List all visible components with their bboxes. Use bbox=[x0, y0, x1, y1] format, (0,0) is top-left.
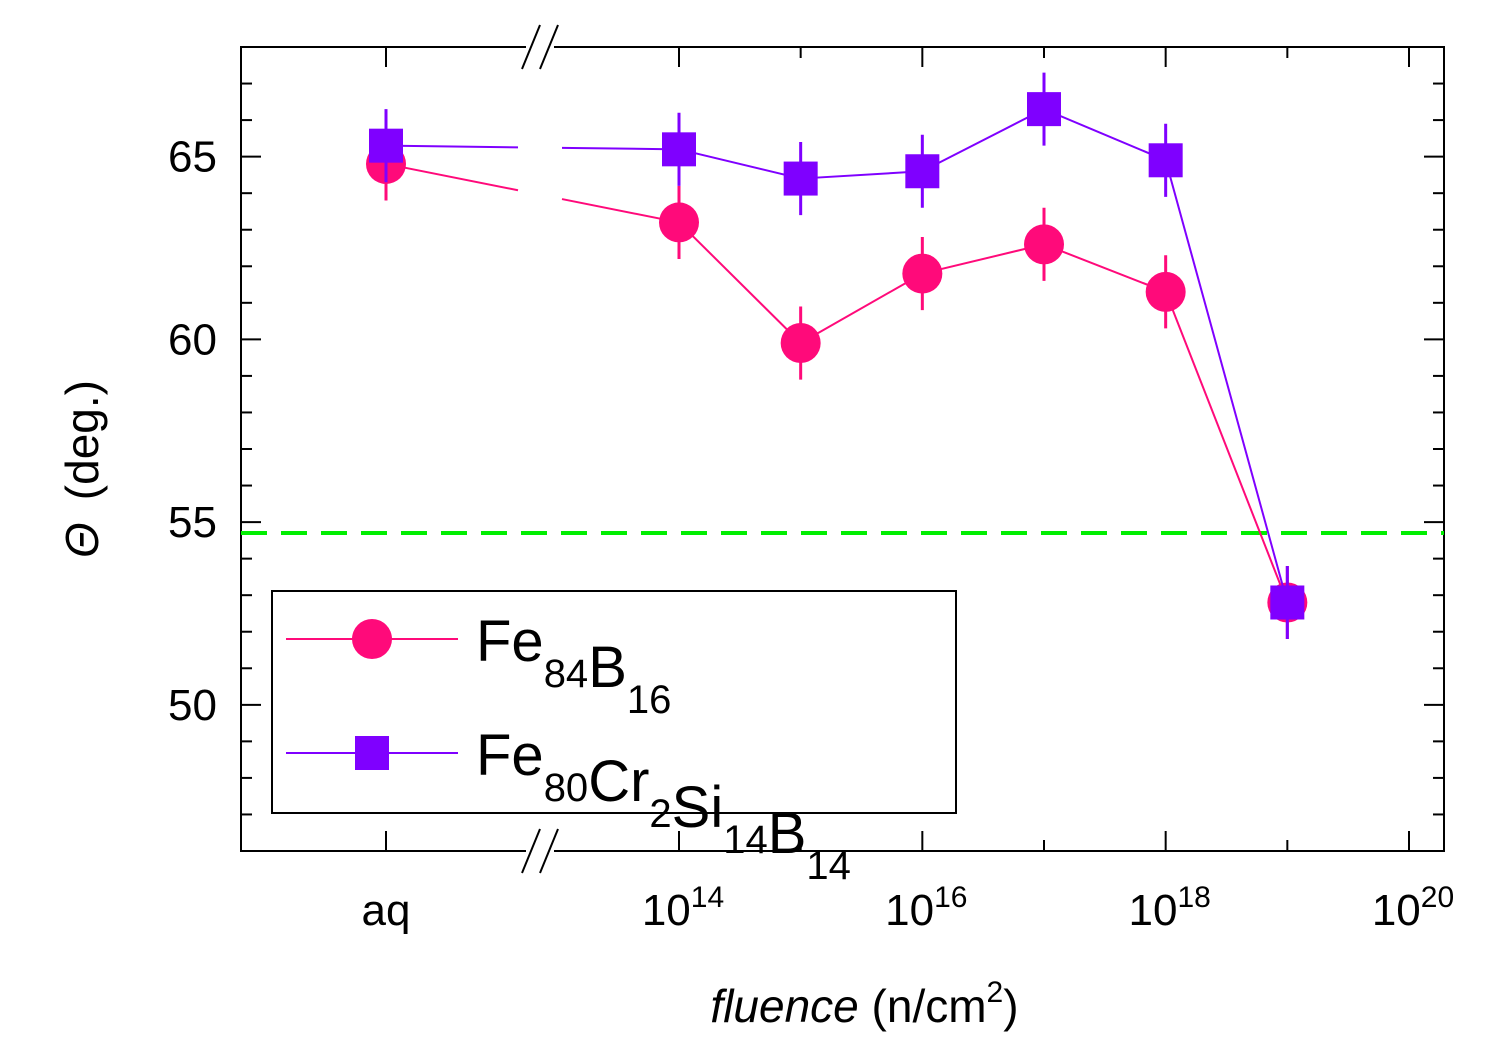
y-tick-label: 50 bbox=[168, 681, 217, 730]
axis-break-slash bbox=[521, 24, 541, 70]
legend-marker-circle bbox=[352, 619, 392, 659]
axes-group: 50 55 60 65 aq 1014 1016 1018 1020 Θ(deg.) fluence… bbox=[56, 24, 1454, 1032]
series-line-segment bbox=[921, 108, 1045, 173]
series-line-segment bbox=[678, 148, 801, 180]
legend-marker-square bbox=[355, 736, 389, 770]
x-tick-label: 1020 bbox=[1372, 881, 1454, 935]
legend-label: Fe80Cr2Si14B14 bbox=[476, 723, 851, 888]
x-tick-label: aq bbox=[362, 886, 411, 935]
data-point-circle bbox=[659, 202, 699, 243]
data-point-square bbox=[662, 132, 696, 167]
data-point-square bbox=[1148, 143, 1183, 178]
x-axis-title: fluence (n/cm2) bbox=[710, 976, 1018, 1032]
data-point-square bbox=[905, 154, 940, 189]
series-line-segment bbox=[1164, 160, 1289, 603]
data-point-square bbox=[1270, 585, 1305, 620]
y-axis-title: Θ(deg.) bbox=[56, 380, 108, 558]
axis-break-slash bbox=[539, 828, 559, 874]
series-line-segment bbox=[922, 243, 1045, 275]
data-point-circle bbox=[1024, 224, 1064, 265]
series-line-segment bbox=[561, 146, 680, 151]
x-tick-label: 1014 bbox=[642, 881, 724, 935]
series-line-segment bbox=[800, 272, 923, 344]
y-tick-label: 60 bbox=[168, 315, 217, 364]
data-point-circle bbox=[780, 323, 821, 364]
series-line-segment bbox=[1043, 243, 1167, 293]
series-line-segment bbox=[800, 170, 923, 180]
y-tick-label: 55 bbox=[168, 498, 217, 547]
series-line-segment bbox=[1043, 108, 1167, 162]
axis-break-slash bbox=[539, 24, 559, 70]
axis-break-slash bbox=[521, 828, 541, 874]
series-line-segment bbox=[678, 221, 802, 344]
legend-label: Fe84B16 bbox=[476, 609, 671, 722]
data-point-square bbox=[783, 161, 818, 196]
series-line-segment bbox=[385, 162, 519, 192]
data-point-circle bbox=[902, 253, 943, 294]
y-tick-label: 65 bbox=[168, 133, 217, 182]
series-group bbox=[366, 72, 1308, 640]
series-line-segment bbox=[1164, 291, 1289, 603]
series-line-segment bbox=[385, 144, 519, 149]
data-point-circle bbox=[1145, 271, 1186, 312]
axis-break-gap bbox=[526, 43, 554, 51]
x-tick-label: 1016 bbox=[885, 881, 967, 935]
x-tick-label: 1018 bbox=[1129, 881, 1211, 935]
data-point-square bbox=[1027, 92, 1061, 127]
data-point-square bbox=[369, 128, 403, 163]
axis-break-gap bbox=[526, 847, 554, 855]
